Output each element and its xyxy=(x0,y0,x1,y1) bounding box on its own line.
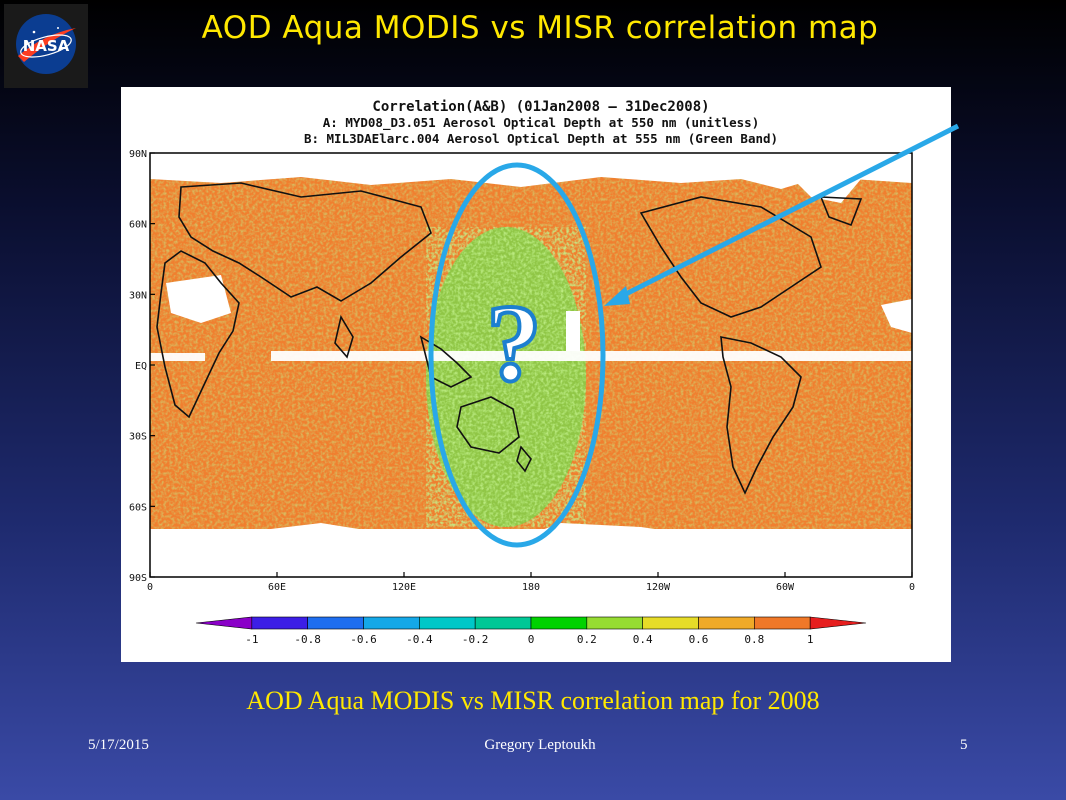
lat-label: EQ xyxy=(135,361,147,372)
colorbar-segment xyxy=(754,616,811,630)
figure-caption: AOD Aqua MODIS vs MISR correlation map f… xyxy=(246,686,820,715)
colorbar-label: -0.6 xyxy=(350,633,377,646)
lon-label: 0 xyxy=(147,582,153,593)
colorbar-label: -0.4 xyxy=(406,633,433,646)
colorbar-label: 0.2 xyxy=(577,633,597,646)
colorbar: -1 -0.8 -0.6 -0.4 -0.2 0 0.2 0.4 0.6 0.8 1 xyxy=(195,616,867,646)
lon-label: 60E xyxy=(268,582,286,593)
correlation-map-figure: Correlation(A&B) (01Jan2008 – 31Dec2008)… xyxy=(121,87,951,662)
footer-author: Gregory Leptoukh xyxy=(484,737,596,753)
logo-wordmark: NASA xyxy=(23,37,70,55)
colorbar-segment xyxy=(419,616,476,630)
lat-label: 90S xyxy=(129,573,147,584)
colorbar-segment xyxy=(251,616,308,630)
lon-label: 0 xyxy=(909,582,915,593)
lat-label: 30S xyxy=(129,432,147,443)
lon-label: 120W xyxy=(646,582,671,593)
lon-label: 60W xyxy=(776,582,795,593)
map-plot-area: 90N 60N 30N EQ 30S 60S 90S 0 60E 120E 180 120W 60W 0 xyxy=(129,149,915,593)
colorbar-segment xyxy=(698,616,755,630)
colorbar-segment xyxy=(363,616,420,630)
colorbar-label: 0.4 xyxy=(633,633,653,646)
colorbar-segment xyxy=(642,616,699,630)
nasa-logo: NASA xyxy=(4,4,88,88)
colorbar-label: 1 xyxy=(807,633,814,646)
colorbar-label: 0.8 xyxy=(744,633,764,646)
colorbar-segment xyxy=(809,616,867,630)
longitude-labels: 0 60E 120E 180 120W 60W 0 xyxy=(147,572,915,593)
colorbar-label: -0.2 xyxy=(462,633,489,646)
colorbar-label: 0 xyxy=(528,633,535,646)
lon-label: 120E xyxy=(392,582,416,593)
lat-label: 30N xyxy=(129,290,147,301)
lat-label: 60N xyxy=(129,220,147,231)
colorbar-segment xyxy=(474,616,532,630)
latitude-labels: 90N 60N 30N EQ 30S 60S 90S xyxy=(129,149,155,584)
colorbar-label: -0.8 xyxy=(294,633,321,646)
colorbar-segment xyxy=(195,616,253,630)
map-header-line1: Correlation(A&B) (01Jan2008 – 31Dec2008) xyxy=(372,99,709,115)
colorbar-segment xyxy=(530,616,588,630)
lat-label: 90N xyxy=(129,149,147,160)
map-header-line2: A: MYD08_D3.051 Aerosol Optical Depth at… xyxy=(323,115,760,131)
colorbar-label: 0.6 xyxy=(689,633,709,646)
colorbar-segment xyxy=(586,616,643,630)
slide-title: AOD Aqua MODIS vs MISR correlation map xyxy=(201,10,879,46)
lat-label: 60S xyxy=(129,502,147,513)
colorbar-label: -1 xyxy=(245,633,258,646)
colorbar-segment xyxy=(307,616,364,630)
lon-label: 180 xyxy=(522,582,540,593)
map-header-line3: B: MIL3DAElarc.004 Aerosol Optical Depth… xyxy=(304,131,778,146)
footer-date: 5/17/2015 xyxy=(88,737,149,753)
page-number: 5 xyxy=(960,737,968,753)
